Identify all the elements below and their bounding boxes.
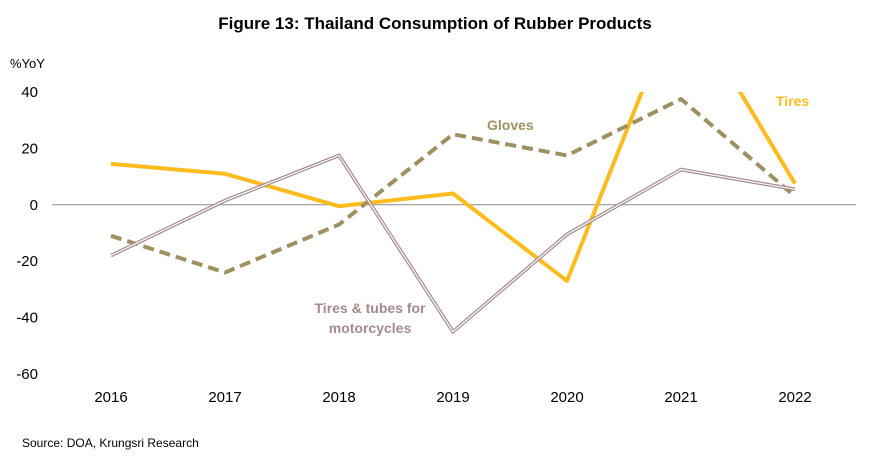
y-tick-label: 40 xyxy=(21,84,38,101)
y-axis-unit-label: %YoY xyxy=(10,56,45,71)
y-tick-label: 0 xyxy=(30,197,38,214)
x-tick-label: 2019 xyxy=(436,389,469,406)
x-tick-label: 2020 xyxy=(550,389,583,406)
series-line-tires xyxy=(110,92,797,283)
x-tick-label: 2022 xyxy=(778,389,811,406)
series-label-gloves: Gloves xyxy=(487,117,534,133)
series-line-gloves xyxy=(110,97,797,275)
x-tick-label: 2016 xyxy=(94,389,127,406)
y-tick-label: 20 xyxy=(21,140,38,157)
series-label-tires-tubes-motorcycles: motorcycles xyxy=(329,320,412,336)
series-line-tires-tubes-for-motorcycles xyxy=(110,153,796,335)
source-note: Source: DOA, Krungsri Research xyxy=(22,436,199,450)
y-tick-label: -60 xyxy=(16,366,38,383)
series-label-tires-tubes-motorcycles: Tires & tubes for xyxy=(315,300,427,316)
series-label-tires: Tires xyxy=(776,93,809,109)
y-tick-label: -20 xyxy=(16,253,38,270)
x-tick-label: 2021 xyxy=(664,389,697,406)
series-line-tires-tubes-for-motorcycles-inner xyxy=(110,154,796,333)
y-tick-label: -40 xyxy=(16,310,38,327)
x-tick-label: 2018 xyxy=(322,389,355,406)
x-tick-label: 2017 xyxy=(208,389,241,406)
chart-title: Figure 13: Thailand Consumption of Rubbe… xyxy=(218,14,652,33)
